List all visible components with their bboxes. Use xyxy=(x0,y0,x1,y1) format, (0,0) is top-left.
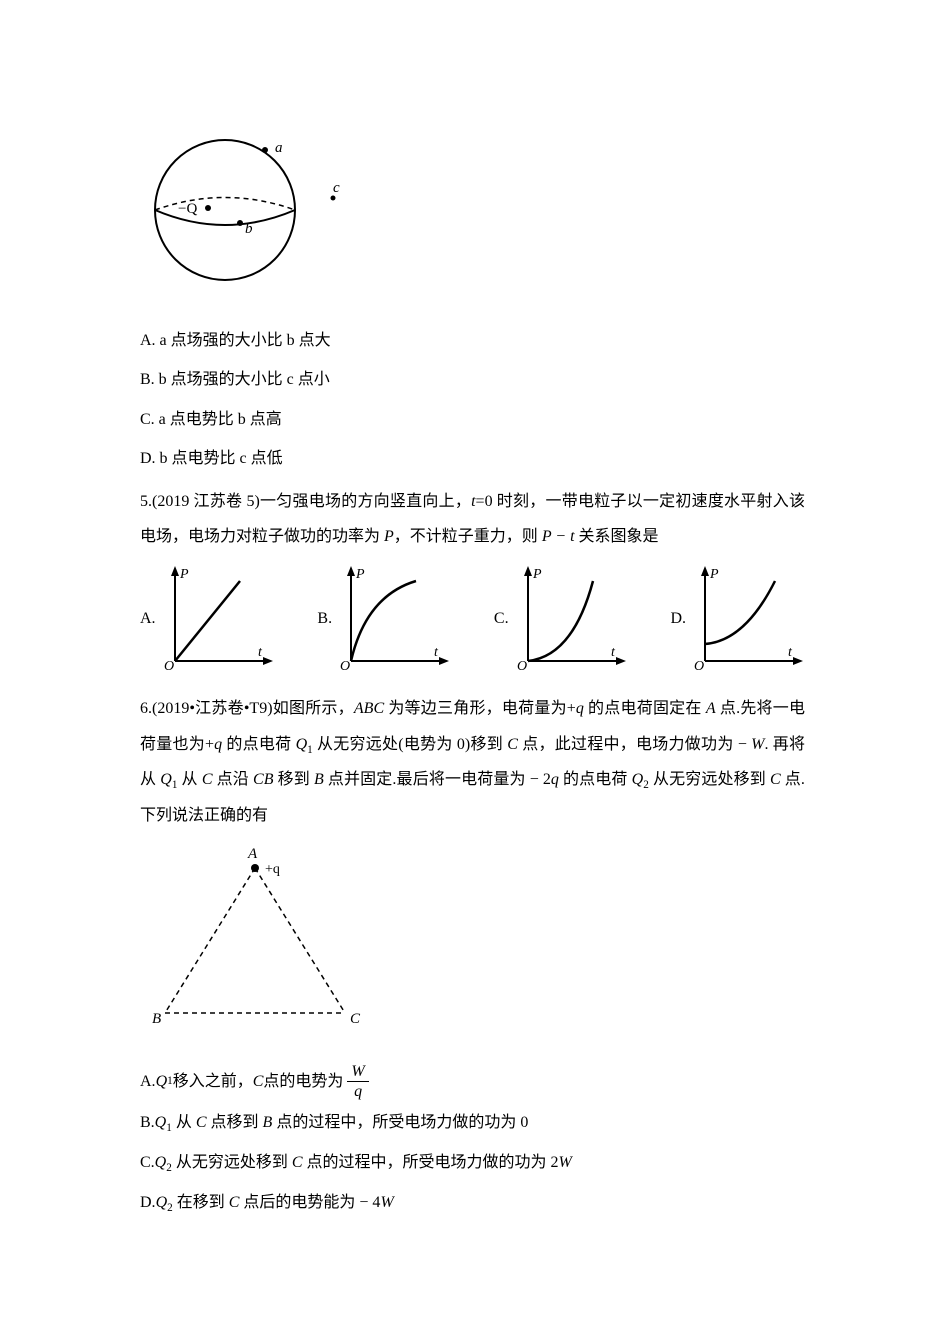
graph-a-label: A. xyxy=(140,601,156,636)
option-text: B. b 点场强的大小比 c 点小 xyxy=(140,371,330,388)
q6-figure: A +q B C xyxy=(140,843,805,1041)
svg-text:O: O xyxy=(694,659,704,671)
q6-text: 6.(2019•江苏卷•T9)如图所示，ABC 为等边三角形，电荷量为+q 的点… xyxy=(140,691,805,833)
point-b-label: b xyxy=(245,221,253,237)
vertex-b: B xyxy=(152,1011,161,1027)
q4-option-c: C. a 点电势比 b 点高 xyxy=(140,402,805,437)
graph-a-svg: P t O xyxy=(160,566,275,671)
graph-b-svg: P t O xyxy=(336,566,451,671)
svg-text:P: P xyxy=(179,567,189,582)
q5-p: P xyxy=(384,528,394,545)
q5-graphs: A. P t O B. P t O C. xyxy=(140,566,805,671)
graph-d-svg: P t O xyxy=(690,566,805,671)
graph-c-svg: P t O xyxy=(513,566,628,671)
svg-text:O: O xyxy=(517,659,527,671)
svg-text:P: P xyxy=(709,567,719,582)
vertex-a: A xyxy=(247,846,258,862)
graph-c-label: C. xyxy=(494,601,509,636)
sphere-diagram: a −Q b c xyxy=(140,130,350,290)
q4-option-d: D. b 点电势比 c 点低 xyxy=(140,441,805,476)
graph-d: D. P t O xyxy=(670,566,805,671)
q5-text: 5.(2019 江苏卷 5)一匀强电场的方向竖直向上，t=0 时刻，一带电粒子以… xyxy=(140,484,805,554)
svg-text:O: O xyxy=(340,659,350,671)
triangle-diagram: A +q B C xyxy=(140,843,370,1028)
svg-text:P: P xyxy=(532,567,542,582)
vertex-c: C xyxy=(350,1011,361,1027)
point-c-label: c xyxy=(333,180,340,196)
q4-option-a: A. a 点场强的大小比 b 点大 xyxy=(140,323,805,358)
q4-option-b: B. b 点场强的大小比 c 点小 xyxy=(140,362,805,397)
q6-option-a: A.Q1 移入之前，C 点的电势为 W q xyxy=(140,1062,805,1101)
q5-mid3: ，不计粒子重力，则 xyxy=(394,528,542,545)
plusq-label: +q xyxy=(265,862,280,877)
graph-c: C. P t O xyxy=(494,566,628,671)
svg-text:O: O xyxy=(164,659,174,671)
q6-option-c: C.Q2 从无穷远处移到 C 点的过程中，所受电场力做的功为 2W xyxy=(140,1145,805,1181)
option-text: A. a 点场强的大小比 b 点大 xyxy=(140,332,331,349)
svg-text:t: t xyxy=(434,645,439,660)
option-text: D. b 点电势比 c 点低 xyxy=(140,450,283,467)
q5-prefix: 5.(2019 江苏卷 5)一匀强电场的方向竖直向上， xyxy=(140,493,471,510)
svg-text:t: t xyxy=(788,645,793,660)
svg-text:t: t xyxy=(258,645,263,660)
q5-rel: P − t xyxy=(542,528,575,545)
graph-a: A. P t O xyxy=(140,566,275,671)
q6-option-b: B.Q1 从 C 点移到 B 点的过程中，所受电场力做的功为 0 xyxy=(140,1105,805,1141)
graph-b-label: B. xyxy=(317,601,332,636)
q5-tail: 关系图象是 xyxy=(575,528,659,545)
svg-text:P: P xyxy=(355,567,365,582)
point-a-label: a xyxy=(275,140,283,156)
option-text: C. a 点电势比 b 点高 xyxy=(140,411,282,428)
q6-option-d: D.Q2 在移到 C 点后的电势能为 − 4W xyxy=(140,1185,805,1221)
svg-text:t: t xyxy=(611,645,616,660)
q4-figure: a −Q b c xyxy=(140,130,805,303)
graph-b: B. P t O xyxy=(317,566,451,671)
fraction-wq: W q xyxy=(347,1062,368,1101)
center-q-label: −Q xyxy=(178,201,197,217)
graph-d-label: D. xyxy=(670,601,686,636)
